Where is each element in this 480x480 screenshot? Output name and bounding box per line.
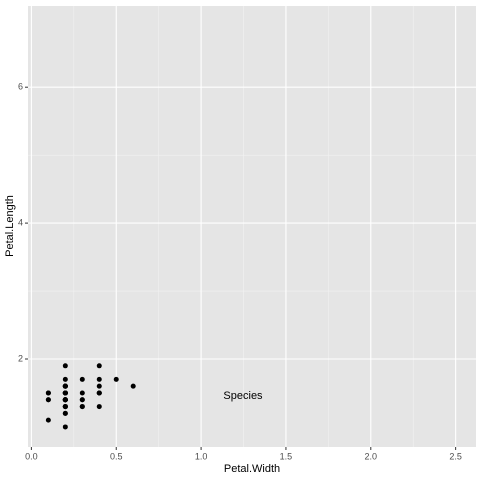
point [96,390,102,396]
x-tick-label: 0.0 [25,451,38,461]
point [79,390,85,396]
point [62,376,68,382]
panel [28,6,476,447]
point [62,390,68,396]
y-axis-title: Petal.Length [4,195,16,257]
y-tick-label: 4 [18,217,23,227]
x-axis-title: Petal.Width [224,463,280,475]
x-tick-label: 0.5 [110,451,123,461]
point [62,397,68,403]
point [62,404,68,410]
y-tick-label: 2 [18,353,23,363]
point [62,383,68,389]
point [96,383,102,389]
point [113,376,119,382]
point [96,363,102,369]
x-tick-label: 1.5 [280,451,293,461]
point [62,363,68,369]
x-tick-label: 2.5 [449,451,462,461]
point [96,404,102,410]
point [62,424,68,430]
point [79,376,85,382]
point [96,376,102,382]
point [45,390,51,396]
point [79,404,85,410]
point [62,410,68,416]
y-tick-label: 6 [18,82,23,92]
x-tick-label: 2.0 [365,451,378,461]
point [79,397,85,403]
annotation: Species [223,390,263,402]
point [45,417,51,423]
point [130,383,136,389]
x-tick-label: 1.0 [195,451,208,461]
point [45,397,51,403]
